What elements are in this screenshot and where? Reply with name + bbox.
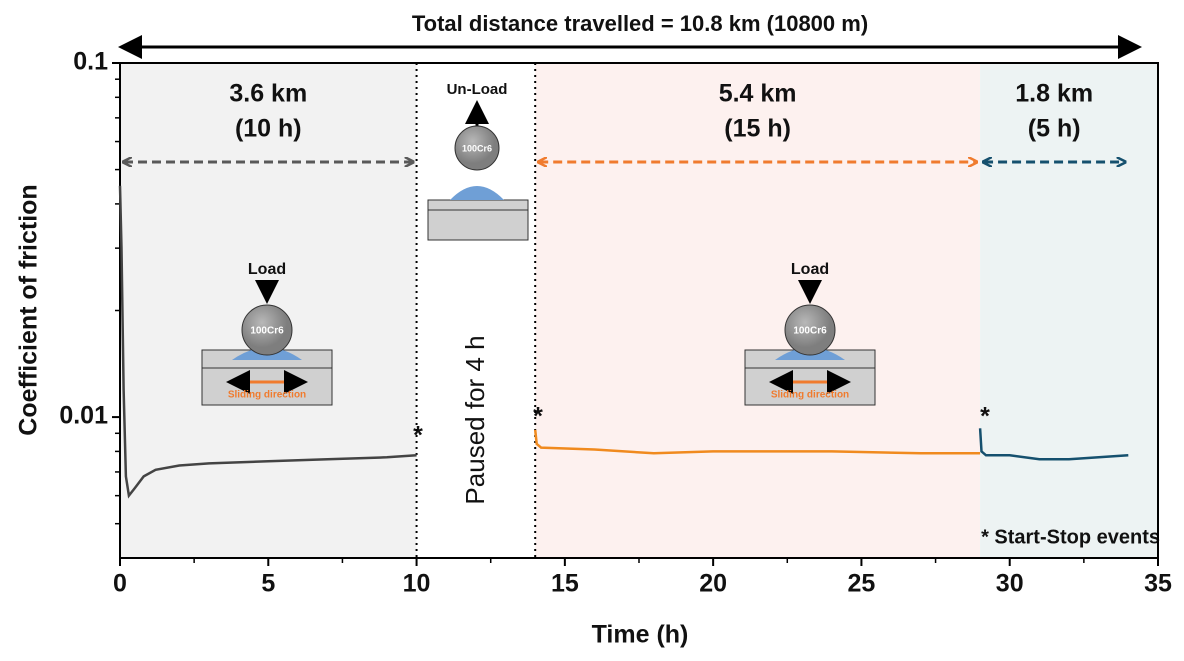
x-tick-label: 20 [699,570,727,598]
x-tick-label: 10 [403,570,431,598]
unload-diagram: Un-Load 100Cr6 [428,81,528,240]
pause-label: Paused for 4 h [460,335,490,504]
region-distance: 3.6 km [229,80,307,108]
ball-label: 100Cr6 [793,326,827,337]
x-tick-label: 0 [113,570,127,598]
ball-label: 100Cr6 [462,143,492,153]
sliding-label: Sliding direction [228,390,306,401]
region-distance: 1.8 km [1015,80,1093,108]
region-duration: (10 h) [235,115,302,143]
chart: Total distance travelled = 10.8 km (1080… [0,0,1184,656]
x-tick-label: 35 [1144,570,1172,598]
ball-label: 100Cr6 [250,326,284,337]
x-tick-label: 25 [848,570,876,598]
sliding-label: Sliding direction [771,390,849,401]
x-tick-label: 5 [261,570,275,598]
y-axis-label: Coefficient of friction [15,184,43,435]
event-marker: * [980,403,990,431]
region-duration: (5 h) [1028,115,1081,143]
x-tick-label: 30 [996,570,1024,598]
load-label: Load [248,261,286,278]
x-tick-label: 15 [551,570,579,598]
event-marker: * [413,422,423,450]
region-duration: (15 h) [724,115,791,143]
x-axis-label: Time (h) [592,621,689,649]
unload-label: Un-Load [447,81,508,98]
legend-note: * Start-Stop events [981,526,1160,548]
region-distance: 5.4 km [719,80,797,108]
y-tick-label: 0.1 [73,48,108,76]
load-label: Load [791,261,829,278]
y-tick-label: 0.01 [59,402,108,430]
chart-title: Total distance travelled = 10.8 km (1080… [412,11,868,36]
